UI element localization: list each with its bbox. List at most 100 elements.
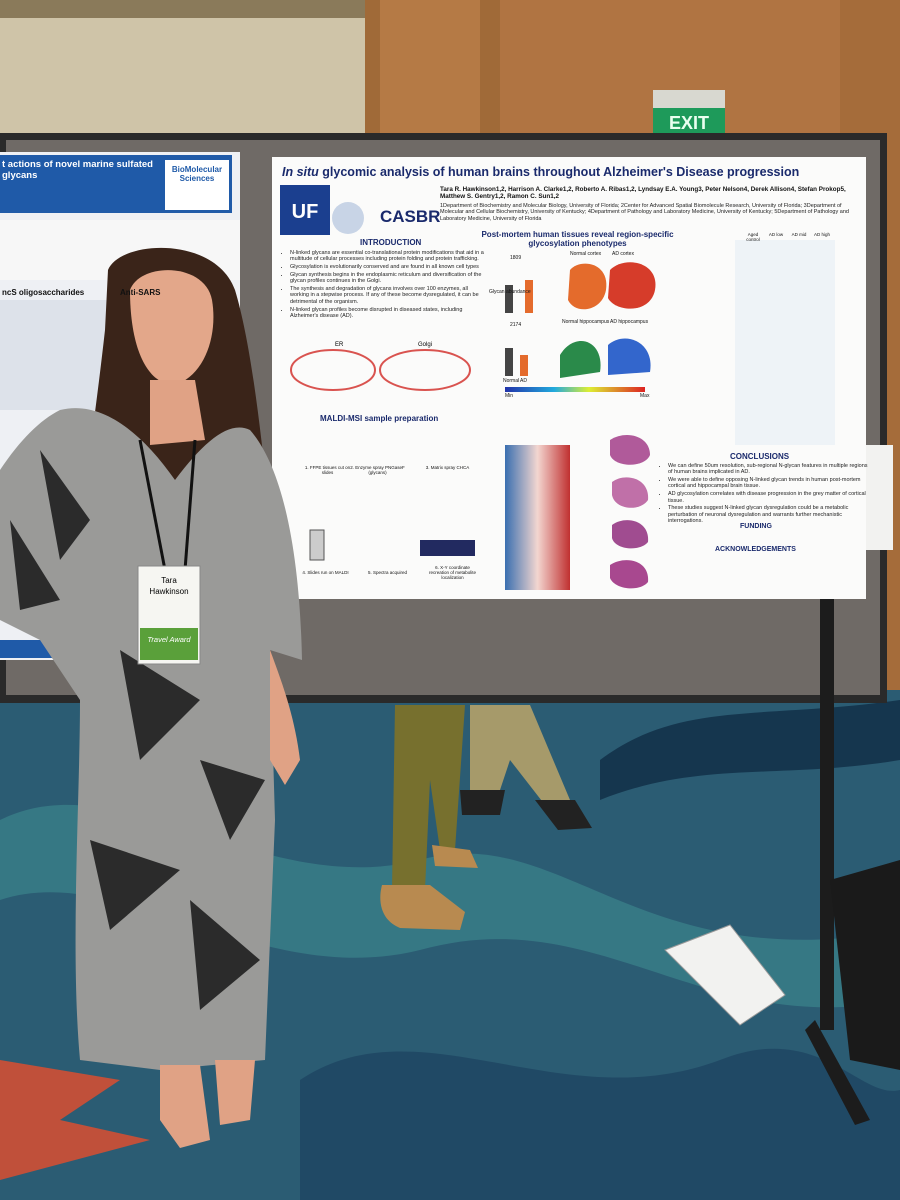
maldi-step: 5. Spectra acquired [367, 570, 408, 575]
results-label: Glycan abundance [489, 289, 531, 295]
bar-image [525, 280, 533, 313]
heatmap [505, 445, 570, 590]
bar-image [505, 285, 513, 313]
golgi-diagram [379, 349, 471, 391]
badge-first-name: Tara [161, 576, 177, 585]
poster-title: In situ glycomic analysis of human brain… [282, 165, 862, 179]
bar-image [520, 355, 528, 376]
conclusions-bullets: We can define 50um resolution, sub-regio… [660, 463, 868, 526]
board-foot [805, 1020, 870, 1125]
brain-image [608, 338, 651, 375]
wall-trim [0, 0, 365, 18]
intro-bullet: Glycan synthesis begins in the endoplasm… [290, 272, 485, 285]
poster-authors: Tara R. Hawkinson1,2, Harrison A. Clarke… [440, 186, 846, 201]
face [130, 270, 214, 385]
maldi-step: 2. Enzyme spray PNGaseF (glycans) [350, 465, 405, 476]
colorbar [505, 387, 645, 392]
shoe [432, 845, 478, 868]
group-label: AD mid [791, 232, 807, 237]
results-label: Min [505, 393, 514, 399]
dress-pattern [10, 450, 265, 1010]
intro-heading: INTRODUCTION [360, 238, 422, 247]
conclusion-bullet: We were able to define opposing N-linked… [668, 477, 868, 490]
left-poster-logo: BioMolecular Sciences [171, 165, 223, 184]
results-label: Normal cortex [570, 251, 602, 257]
backpack [830, 860, 900, 1070]
left-poster-subheading: ncS oligosaccharides [2, 288, 85, 297]
shoe [535, 800, 592, 830]
maldi-step: 3. Matrix spray CHCA [425, 465, 470, 470]
lanyard [183, 439, 197, 571]
results-label: Max [640, 393, 650, 399]
brain-image [608, 262, 656, 309]
maldi-step: 1. FFPE tissues cut on slides [304, 465, 351, 476]
brain-grid [735, 240, 835, 445]
results-label: 1809 [510, 255, 522, 261]
intro-bullet: N-linked glycan profiles become disrupte… [290, 307, 485, 320]
conclusions-heading: CONCLUSIONS [730, 452, 790, 461]
poster-title-italic: In situ [282, 165, 319, 179]
group-label: Aged control [746, 232, 760, 243]
maldi-instrument [309, 529, 325, 561]
casbr-logo-text: CASBR [380, 207, 440, 226]
shoe [380, 885, 465, 930]
maldi-heading: MALDI-MSI sample preparation [320, 414, 439, 423]
funding-heading: FUNDING [740, 523, 772, 530]
brain-image [568, 263, 607, 310]
results-label: Normal [503, 378, 520, 384]
shoe [460, 790, 505, 815]
poster-affiliations: 1Department of Biochemistry and Molecula… [440, 203, 849, 222]
er-label: ER [335, 342, 344, 348]
left-poster-logo-box [165, 160, 229, 210]
brain-image [610, 560, 649, 589]
results-label: Normal hippocampus [562, 319, 610, 325]
brain-grid-bg [735, 240, 835, 445]
maldi-step: 6. X-Y coordinate recreation of metaboli… [428, 565, 477, 581]
results-label: AD cortex [612, 251, 634, 257]
maldi-step: 4. Slides run on MALDI [302, 570, 349, 575]
hand [270, 650, 300, 785]
person-pants [392, 705, 465, 890]
wood-panel-inset [380, 0, 480, 140]
seal-logo [332, 202, 364, 234]
intro-bullet: Glycosylation is evolutionarily conserve… [290, 264, 485, 270]
brain-image [610, 435, 650, 465]
uf-logo-text: UF [292, 201, 319, 223]
intro-bullet: The synthesis and degradation of glycans… [290, 286, 485, 305]
maldi-images [420, 540, 475, 556]
legs [160, 1060, 255, 1148]
intro-bullets: N-linked glycans are essential co-transl… [282, 250, 485, 321]
papers [664, 924, 786, 1026]
lanyard [138, 439, 167, 571]
er-diagram [290, 349, 376, 391]
badge-ribbon-text: Travel Award [147, 635, 191, 644]
carpet-pattern [300, 1048, 900, 1200]
intro-bullet: N-linked glycans are essential co-transl… [290, 250, 485, 263]
group-label: AD high [813, 232, 830, 237]
badge-ribbon [140, 628, 198, 660]
results-heading: Post-mortem human tissues reveal region-… [481, 230, 674, 249]
brain-image [560, 340, 601, 378]
bar-image [505, 348, 513, 376]
results-label: 2174 [510, 322, 522, 328]
conclusion-bullet: These studies suggest N-linked glycan dy… [668, 505, 868, 524]
results-label: AD [520, 378, 527, 384]
results-label: AD hippocampus [610, 319, 649, 325]
brain-image [612, 520, 649, 549]
poster-title-rest: glycomic analysis of human brains throug… [322, 165, 800, 179]
badge-last-name: Hawkinson [149, 587, 188, 596]
left-poster-subheading: Anti-SARS [120, 288, 161, 297]
left-poster-title: t actions of novel marine sulfated glyca… [2, 159, 153, 181]
uf-logo [280, 185, 330, 235]
acknowledgements-heading: ACKNOWLEDGEMENTS [715, 546, 796, 553]
golgi-label: Golgi [418, 342, 432, 348]
brain-image [612, 477, 649, 508]
left-poster-chart [0, 300, 110, 410]
carpet-red-pattern [0, 1060, 150, 1180]
conclusion-bullet: AD glycosylation correlates with disease… [668, 491, 868, 504]
neck [150, 380, 205, 445]
group-label: AD low [768, 232, 784, 237]
person-pants [470, 705, 570, 805]
